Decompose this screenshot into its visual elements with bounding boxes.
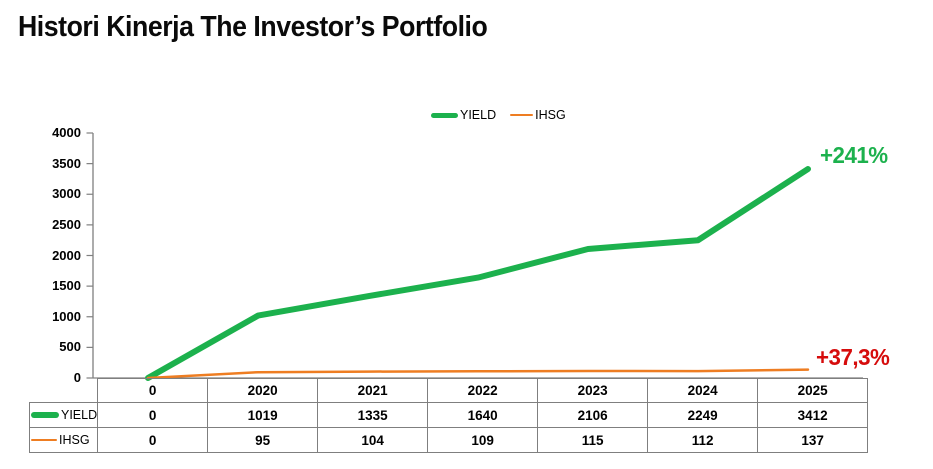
series-name: IHSG	[59, 433, 90, 447]
y-axis-label: 1500	[52, 278, 81, 294]
table-series-label: YIELD	[28, 402, 99, 428]
table-series-row: IHSG 0 95 104 109 115 112 137	[28, 427, 869, 453]
table-value-cell: 115	[537, 427, 649, 453]
data-table: 0 2020 2021 2022 2023 2024 2025 YIELD 0 1019 1335 1…	[28, 378, 869, 453]
legend-item-yield: YIELD	[431, 108, 496, 122]
table-value-cell: 137	[757, 427, 869, 453]
table-year-cell: 0	[97, 378, 209, 403]
yield-annotation: +241%	[820, 142, 888, 168]
ihsg-line	[146, 368, 810, 380]
y-axis-label: 0	[73, 370, 81, 385]
legend-item-ihsg: IHSG	[510, 108, 566, 122]
ihsg-line-swatch-icon	[31, 438, 57, 442]
y-axis-label: 3500	[52, 155, 81, 171]
table-year-cell: 2025	[757, 378, 869, 403]
table-value-cell: 95	[207, 427, 319, 453]
yield-line-swatch-icon	[31, 412, 59, 418]
table-value-cell: 0	[97, 402, 209, 428]
table-value-cell: 0	[97, 427, 209, 453]
legend: YIELD IHSG	[431, 105, 566, 125]
table-year-cell: 2022	[427, 378, 539, 403]
table-value-cell: 1640	[427, 402, 539, 428]
table-year-cell: 2024	[647, 378, 759, 403]
table-value-cell: 3412	[757, 402, 869, 428]
legend-label-yield: YIELD	[460, 108, 497, 122]
y-axis-label: 2000	[52, 247, 81, 263]
y-axis-label: 1000	[52, 308, 81, 324]
table-year-cell: 2023	[537, 378, 649, 403]
y-axis-label: 4000	[52, 125, 81, 140]
table-corner-spacer	[30, 379, 98, 403]
table-year-cell: 2020	[207, 378, 319, 403]
ihsg-annotation: +37,3%	[816, 344, 890, 370]
ihsg-line-swatch-icon	[510, 113, 534, 117]
table-value-cell: 109	[427, 427, 539, 453]
y-axis-label: 2500	[52, 216, 81, 232]
table-value-cell: 112	[647, 427, 759, 453]
table-year-cell: 2021	[317, 378, 429, 403]
yield-line	[145, 166, 811, 381]
table-category-row: 0 2020 2021 2022 2023 2024 2025	[30, 378, 869, 403]
table-value-cell: 2249	[647, 402, 759, 428]
series-name: YIELD	[61, 408, 98, 422]
chart-title: Histori Kinerja The Investor’s Portfolio	[18, 11, 488, 43]
table-value-cell: 1019	[207, 402, 319, 428]
table-value-cell: 104	[317, 427, 429, 453]
legend-label-ihsg: IHSG	[535, 108, 566, 122]
y-axis-label: 3000	[52, 186, 81, 202]
table-value-cell: 1335	[317, 402, 429, 428]
y-axis-label: 500	[59, 339, 81, 355]
yield-line-swatch-icon	[431, 112, 458, 118]
table-value-cell: 2106	[537, 402, 649, 428]
table-series-row: YIELD 0 1019 1335 1640 2106 2249 3412	[28, 402, 869, 428]
table-series-label: IHSG	[28, 427, 99, 453]
